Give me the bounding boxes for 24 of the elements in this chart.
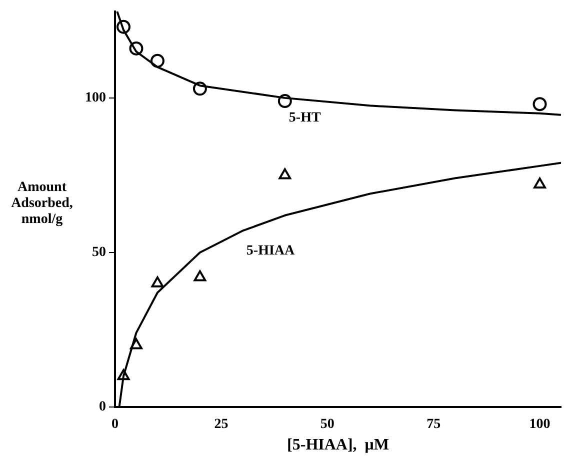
series-label: 5-HIAA bbox=[246, 243, 296, 258]
point bbox=[116, 20, 130, 34]
x-tick-label: 0 bbox=[112, 417, 118, 432]
y-tick-label: 50 bbox=[92, 245, 106, 260]
x-tick-label: 50 bbox=[320, 417, 334, 432]
point bbox=[192, 82, 207, 96]
point bbox=[534, 177, 546, 188]
point bbox=[129, 41, 144, 56]
y-axis-title: Amount Adsorbed, nmol/g bbox=[10, 180, 74, 228]
point bbox=[117, 369, 130, 380]
x-axis-title: [5-HIAA], μM bbox=[287, 436, 389, 454]
x-tick-label: 100 bbox=[529, 417, 550, 432]
point bbox=[194, 270, 206, 282]
y-tick-label: 100 bbox=[85, 90, 106, 106]
x-tick-label: 75 bbox=[426, 417, 441, 432]
point bbox=[130, 338, 142, 350]
point bbox=[151, 276, 164, 288]
x-tick-label: 25 bbox=[214, 417, 228, 432]
point bbox=[150, 54, 164, 68]
y-tick-label: 0 bbox=[99, 400, 106, 415]
point bbox=[278, 168, 292, 180]
point bbox=[278, 94, 292, 108]
series-label: 5-HT bbox=[288, 110, 322, 126]
point bbox=[532, 97, 547, 112]
